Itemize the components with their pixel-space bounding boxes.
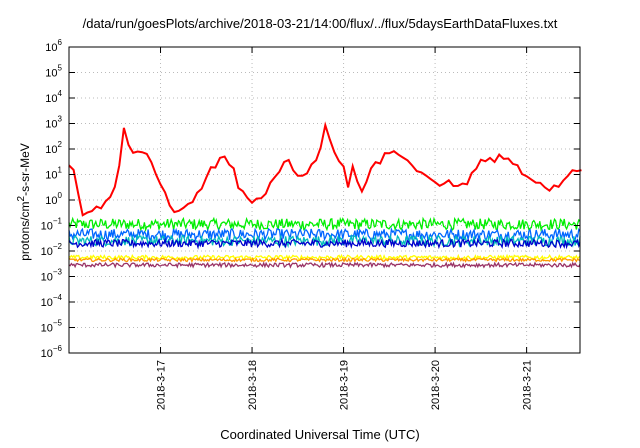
y-tick-label: 101: [45, 166, 62, 182]
x-axis-label: Coordinated Universal Time (UTC): [220, 427, 420, 442]
series-group: [68, 121, 582, 269]
y-tick-label: 104: [45, 89, 62, 105]
flux-series-line: [68, 216, 581, 233]
flux-series-line: [68, 253, 581, 262]
x-tick-label: 2018-3-20: [430, 360, 442, 410]
y-tick-label: 103: [45, 115, 62, 131]
x-tick-label: 2018-3-21: [522, 360, 534, 410]
y-tick-label: 10−5: [41, 319, 63, 335]
x-tick-label: 2018-3-18: [247, 360, 259, 410]
y-tick-label: 10−2: [41, 242, 63, 258]
y-tick-label: 105: [45, 64, 62, 80]
x-tick-label: 2018-3-17: [156, 360, 168, 410]
y-tick-label: 106: [45, 38, 62, 54]
y-tick-label: 10−6: [41, 344, 63, 360]
flux-series-line: [68, 237, 581, 250]
red-flux-series-line: [68, 121, 582, 217]
y-tick-label: 102: [45, 140, 62, 156]
y-tick-label: 100: [45, 191, 62, 207]
flux-series-line: [68, 261, 581, 269]
plot-frame: [68, 46, 581, 354]
y-tick-label: 10−3: [41, 268, 63, 284]
chart-title: /data/run/goesPlots/archive/2018-03-21/1…: [82, 16, 558, 31]
y-tick-label: 10−4: [41, 293, 63, 309]
flux-series-line: [68, 256, 581, 263]
grid: [69, 47, 580, 353]
x-tick-label: 2018-3-19: [339, 360, 351, 410]
y-tick-label: 10−1: [41, 217, 63, 233]
